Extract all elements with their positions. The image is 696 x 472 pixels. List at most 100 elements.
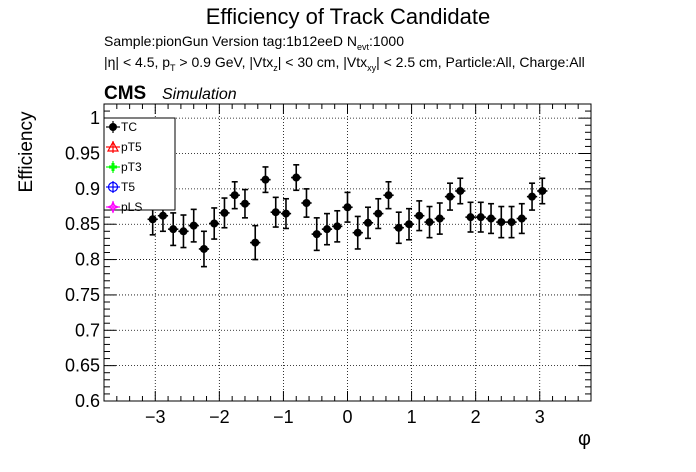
point-marker	[261, 175, 270, 184]
point-marker	[425, 218, 434, 227]
point-marker	[394, 223, 403, 232]
data-point	[168, 212, 179, 247]
data-point	[342, 191, 353, 223]
legend-marker-triangle	[106, 140, 120, 152]
x-tick-label: −1	[273, 407, 294, 427]
point-marker	[292, 173, 301, 182]
legend-marker-open-circle	[107, 181, 119, 193]
point-marker	[281, 209, 290, 218]
point-marker	[497, 218, 506, 227]
legend-label: T5	[121, 180, 135, 194]
x-tick-label: 0	[342, 407, 352, 427]
data-point	[516, 202, 527, 235]
cuts-text-c: | < 30 cm, |Vtx	[277, 54, 368, 70]
point-marker	[538, 186, 547, 195]
data-point	[198, 230, 210, 268]
data-point	[250, 224, 261, 261]
y-tick-label: 0.75	[65, 285, 100, 305]
point-marker	[435, 214, 444, 223]
data-point	[260, 166, 271, 194]
data-point	[209, 207, 220, 240]
legend: TC pT5 pT3 T5 pLS	[103, 117, 176, 214]
data-point	[301, 188, 312, 218]
point-marker	[189, 221, 198, 230]
cuts-text-a: |η| < 4.5, p	[104, 54, 171, 70]
data-point	[475, 201, 486, 233]
data-point	[434, 202, 445, 235]
data-point	[291, 164, 302, 192]
data-point	[178, 214, 189, 249]
point-marker	[466, 213, 475, 222]
legend-box	[103, 117, 176, 211]
point-marker	[312, 230, 321, 239]
simulation-label: Simulation	[162, 86, 237, 103]
point-marker	[528, 192, 537, 201]
y-tick-label: 1	[90, 108, 100, 128]
vtxz-subscript: z	[273, 62, 278, 73]
point-marker	[487, 214, 496, 223]
point-marker	[148, 215, 157, 224]
point-marker	[220, 208, 229, 217]
point-marker	[415, 211, 424, 220]
point-marker	[240, 199, 249, 208]
data-point	[383, 180, 394, 210]
point-marker	[374, 209, 383, 218]
legend-label: TC	[121, 120, 137, 134]
nevt-subscript: evt	[356, 41, 369, 52]
data-point	[465, 201, 476, 233]
y-tick-label: 0.65	[65, 356, 100, 376]
cms-label: CMS	[104, 83, 147, 104]
data-point	[188, 208, 199, 243]
point-marker	[158, 211, 167, 220]
data-point	[424, 205, 435, 239]
legend-marker-cross	[109, 163, 117, 171]
legend-entry-t5: T5	[106, 180, 135, 194]
point-marker	[251, 238, 260, 247]
legend-marker-star	[106, 200, 120, 214]
chart-title: Efficiency of Track Candidate	[205, 4, 491, 29]
y-tick-label: 0.8	[75, 250, 100, 270]
data-point	[537, 177, 548, 205]
point-marker	[179, 227, 188, 236]
data-point	[352, 215, 363, 250]
sample-info-text: Sample:pionGun Version tag:1b12eeD N	[104, 33, 357, 49]
point-marker	[230, 191, 239, 200]
data-point	[332, 209, 343, 243]
point-marker	[343, 203, 352, 212]
legend-label: pLS	[121, 200, 142, 214]
y-tick-label: 0.7	[75, 320, 100, 340]
point-marker	[517, 214, 526, 223]
data-point	[280, 197, 292, 230]
y-tick-label: 0.85	[65, 214, 100, 234]
point-marker	[302, 199, 311, 207]
sample-info-line: Sample:pionGun Version tag:1b12eeD Nevt:…	[104, 33, 404, 52]
data-point	[496, 205, 507, 239]
grid-lines	[104, 104, 591, 402]
point-marker	[169, 225, 178, 234]
data-point	[414, 200, 425, 232]
point-marker	[456, 186, 465, 195]
data-point	[219, 197, 230, 229]
legend-label: pT3	[121, 160, 142, 174]
legend-marker-circle	[109, 123, 117, 131]
legend-entry-pt3: pT3	[106, 160, 142, 174]
point-marker	[446, 192, 455, 201]
point-marker	[353, 228, 362, 237]
cuts-text-d: | < 2.5 cm, Particle:All, Charge:All	[376, 54, 585, 70]
legend-entry-pls: pLS	[106, 200, 142, 214]
point-marker	[199, 244, 208, 253]
pt-subscript: T	[170, 62, 176, 73]
data-point	[455, 177, 466, 205]
vtxxy-subscript: xy	[367, 62, 377, 73]
point-marker	[476, 213, 485, 222]
point-marker	[405, 220, 414, 229]
data-point	[270, 196, 281, 228]
legend-label: pT5	[121, 140, 142, 154]
point-marker	[364, 218, 373, 227]
y-tick-label: 0.6	[75, 391, 100, 411]
data-point	[362, 206, 374, 240]
legend-entry-pt5: pT5	[106, 140, 142, 154]
data-point	[311, 217, 322, 252]
cuts-text-b: > 0.9 GeV, |Vtx	[175, 54, 274, 70]
